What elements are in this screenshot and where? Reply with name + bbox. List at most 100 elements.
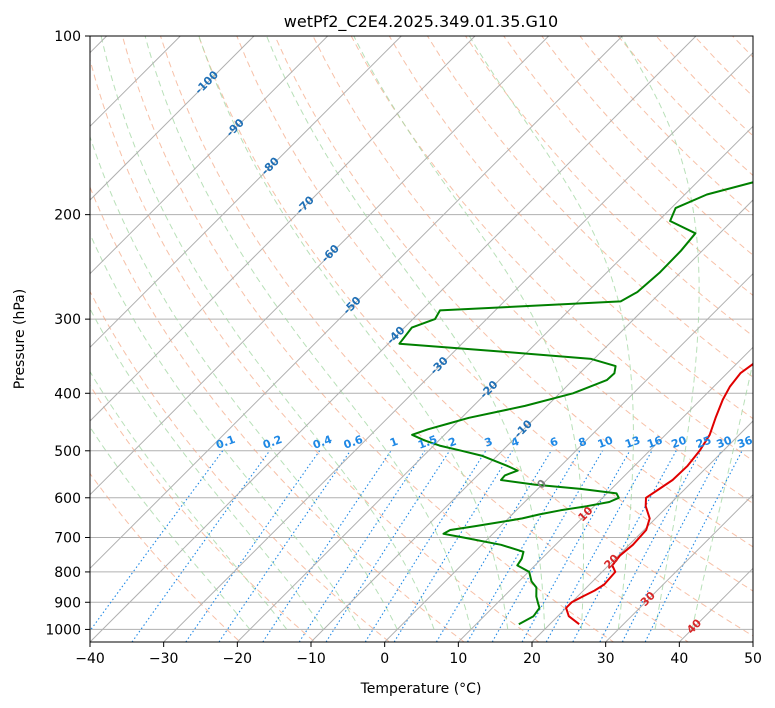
chart-title: wetPf2_C2E4.2025.349.01.35.G10	[284, 12, 558, 32]
x-tick-label: 50	[744, 651, 762, 667]
dry-adiabat	[90, 472, 241, 642]
mixing-ratio-label: 0.2	[261, 433, 284, 452]
moist-adiabat	[468, 36, 634, 630]
mixing-ratio-label: 30	[715, 433, 734, 451]
x-tick-label: −30	[149, 651, 179, 667]
isotherm	[236, 125, 753, 642]
y-tick-label: 100	[54, 29, 81, 45]
mixing-ratio-line	[131, 450, 271, 642]
dry-adiabat	[236, 36, 753, 592]
mixing-ratio-label: 2	[447, 435, 459, 450]
mixing-ratio-line	[521, 450, 631, 642]
moist-adiabat	[90, 232, 361, 630]
y-tick-label: 800	[54, 565, 81, 581]
moist-adiabat	[266, 36, 546, 630]
dry-adiabat	[541, 36, 753, 256]
dry-adiabat	[121, 36, 615, 642]
temperature-profile	[565, 362, 753, 625]
moist-adiabat	[353, 36, 584, 630]
y-tick-label: 600	[54, 491, 81, 507]
moist-adiabat	[90, 135, 398, 630]
y-tick-label: 300	[54, 312, 81, 328]
y-tick-label: 500	[54, 444, 81, 460]
dry-adiabat	[198, 36, 753, 637]
mixing-ratio-label: 1.5	[416, 433, 439, 452]
dry-adiabat	[655, 36, 753, 137]
dry-adiabat	[464, 36, 753, 337]
mixing-ratio-line	[545, 450, 653, 642]
dry-adiabat	[90, 185, 465, 642]
dry-adiabat	[617, 36, 753, 177]
moist-adiabat	[90, 426, 251, 630]
y-axis-ticks: 100 200 300 400 500 600 700 800 900 1000	[45, 29, 90, 638]
isotherm	[90, 36, 329, 275]
mixing-ratio-label: 1	[388, 435, 400, 450]
x-axis-title: Temperature (°C)	[360, 681, 482, 697]
mixing-ratio-label: 20	[670, 433, 689, 451]
y-tick-label: 900	[54, 595, 81, 611]
isotherm	[678, 567, 753, 642]
mixing-ratio-label: 36	[736, 433, 755, 451]
dry-adiabat	[388, 36, 753, 420]
y-axis-title: Pressure (hPa)	[12, 289, 28, 389]
dry-adiabat	[503, 36, 753, 296]
isotherm	[384, 272, 753, 642]
moist-adiabat	[620, 36, 700, 630]
mixing-ratio-label: 0.1	[214, 433, 237, 452]
dry-adiabat	[159, 36, 690, 642]
isotherm	[752, 641, 753, 642]
x-tick-label: −10	[296, 651, 326, 667]
x-tick-label: 0	[380, 651, 389, 667]
mixing-ratio-label: 0.6	[342, 433, 365, 452]
mixing-ratio-line	[364, 450, 487, 642]
mixing-ratio-label: 13	[623, 434, 642, 451]
mixing-ratio-line	[435, 450, 552, 642]
x-tick-label: 30	[597, 651, 615, 667]
dry-adiabat	[90, 290, 391, 642]
mixing-ratio-label: 0.4	[311, 433, 334, 452]
mixing-ratio-line	[298, 450, 426, 642]
mixing-ratio-label: 10	[596, 433, 615, 451]
mixing-ratio-line	[572, 450, 677, 642]
moist-adiabat	[691, 359, 753, 630]
mixing-ratio-line	[644, 450, 743, 642]
mixing-ratio-line	[599, 450, 702, 642]
line-labels: -100-90-80-70-60-50-40-30-20-10010203040…	[192, 68, 754, 636]
dry-adiabat	[312, 36, 753, 505]
dry-adiabat	[731, 36, 753, 58]
x-tick-label: 40	[670, 651, 688, 667]
mixing-ratio-label: 6	[548, 435, 560, 450]
isotherm	[90, 36, 697, 642]
mixing-ratio-line	[90, 450, 224, 632]
dry-adiabat	[693, 36, 753, 98]
isotherm	[90, 36, 476, 422]
isotherm	[605, 493, 753, 642]
moist-adiabat	[100, 36, 435, 630]
isotherm	[90, 36, 255, 201]
moist-adiabat	[90, 307, 325, 630]
dry-adiabat	[90, 384, 316, 642]
isotherm	[90, 36, 623, 570]
mixing-ratio-label: 4	[509, 435, 521, 450]
mixing-ratio-label: 25	[694, 434, 713, 451]
dry-adiabat	[745, 9, 775, 654]
y-tick-label: 700	[54, 531, 81, 547]
y-tick-label: 400	[54, 386, 81, 402]
x-tick-label: −40	[75, 651, 105, 667]
moist-adiabat	[198, 36, 509, 630]
isotherm	[531, 420, 753, 642]
y-tick-label: 200	[54, 208, 81, 224]
x-tick-label: 10	[449, 651, 467, 667]
isotherm	[90, 36, 550, 496]
isotherm	[457, 346, 753, 642]
y-tick-label: 1000	[45, 622, 81, 638]
moist-adiabat	[90, 370, 288, 630]
sounding-profiles	[398, 181, 753, 626]
mixing-ratio-label: 8	[577, 435, 589, 450]
dry-adiabat	[90, 57, 540, 642]
x-tick-label: −20	[223, 651, 253, 667]
mixing-ratio-line	[185, 450, 321, 642]
mixing-ratio-line	[325, 450, 451, 642]
dry-adiabat	[426, 36, 753, 378]
